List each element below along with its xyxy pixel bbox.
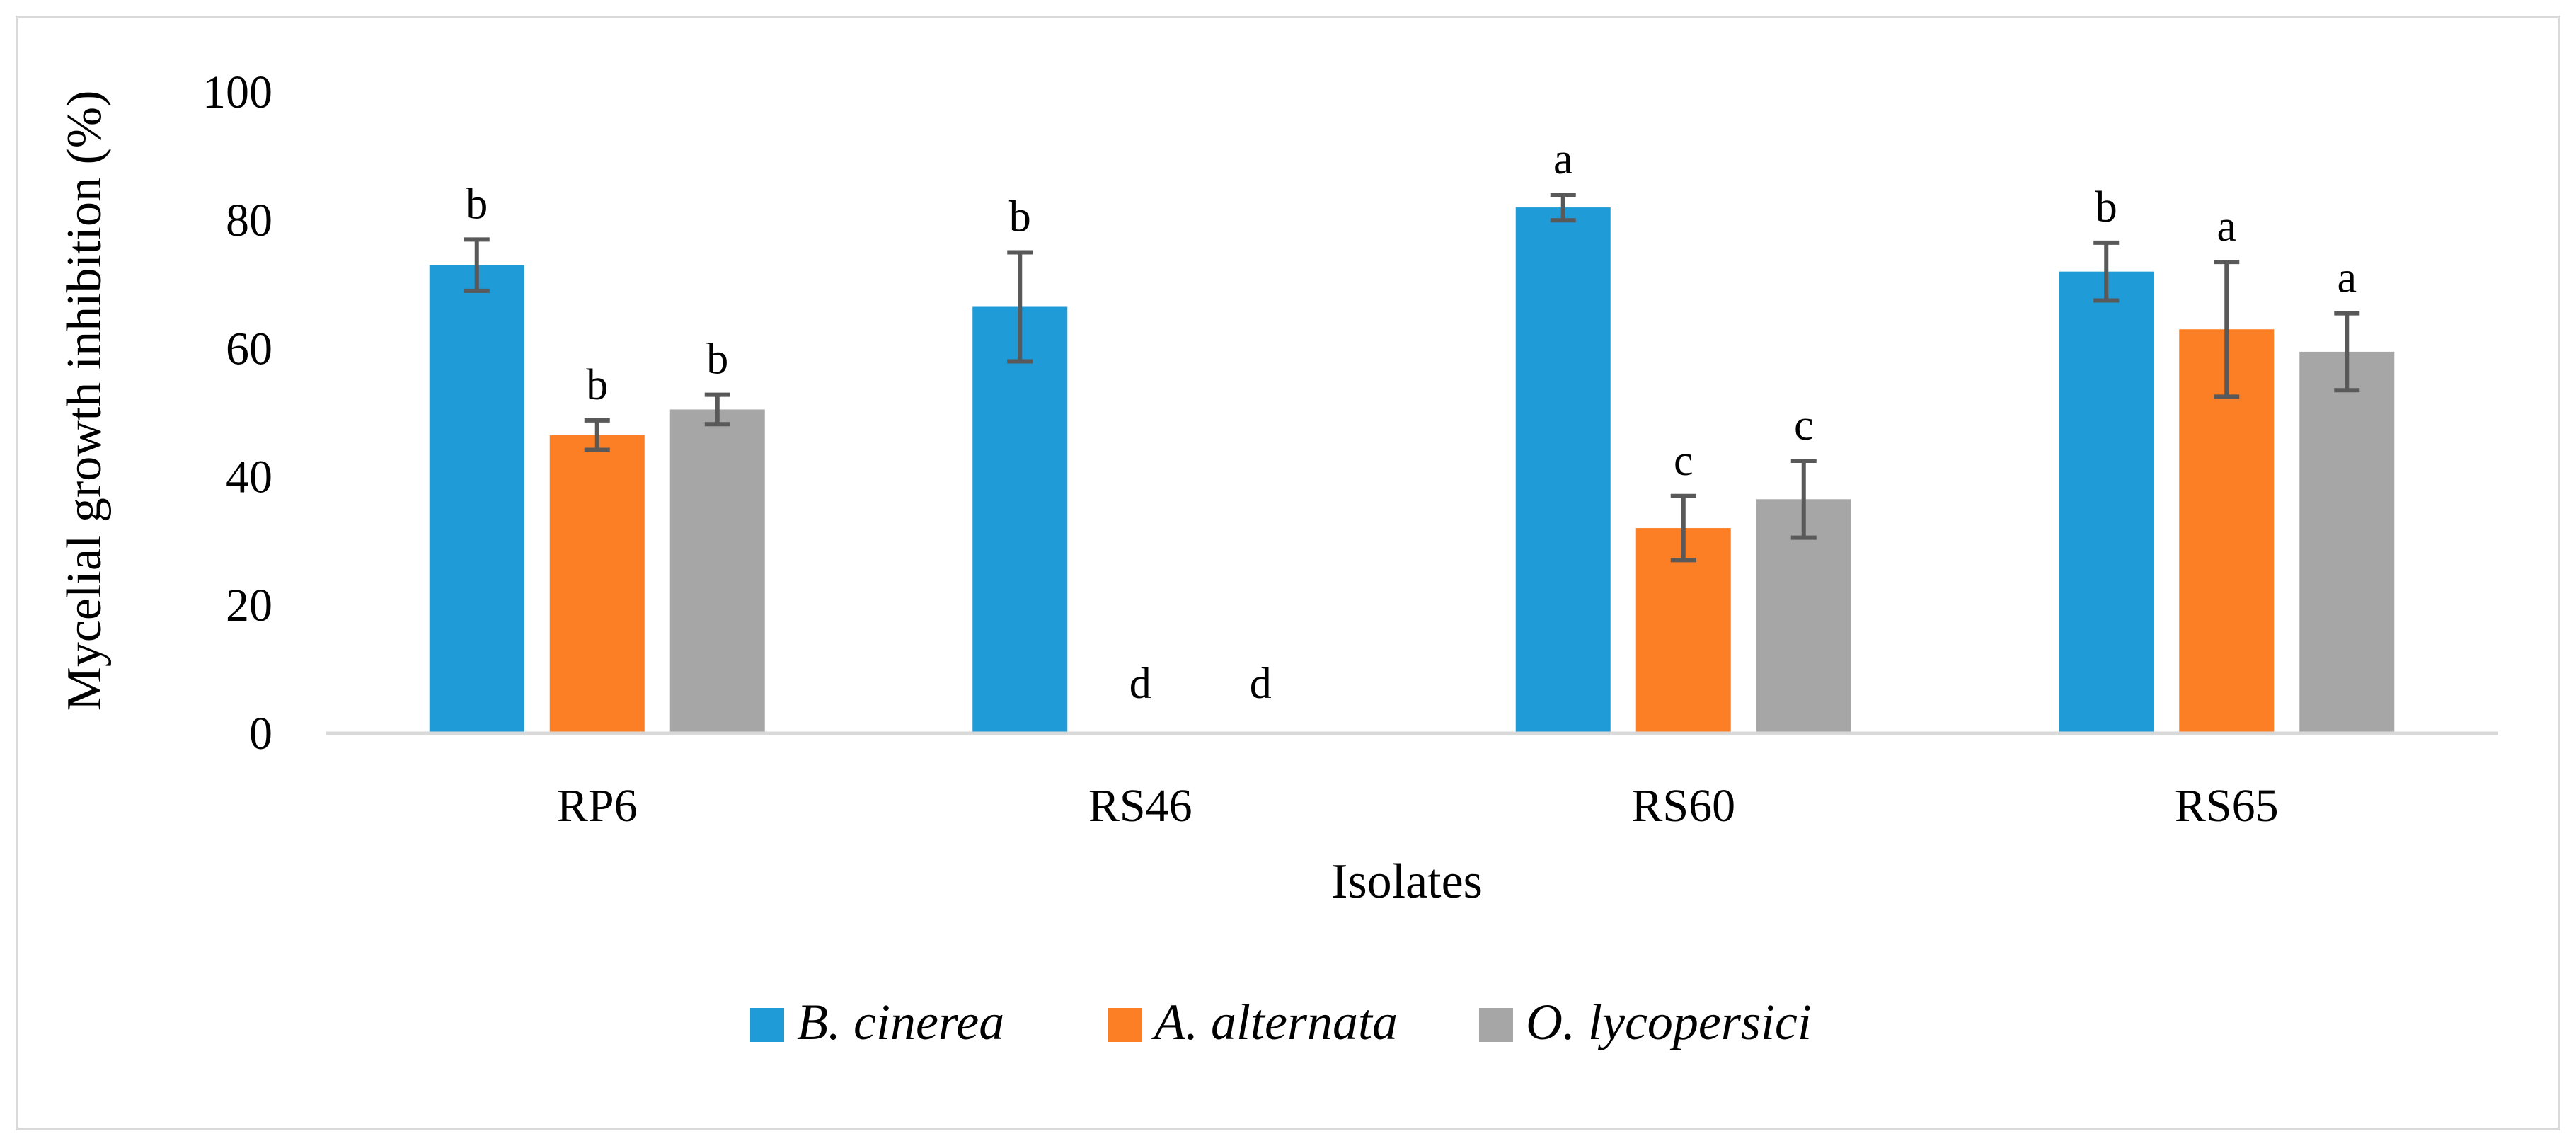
bar-rp6-series-1 (549, 435, 645, 733)
legend-swatch (750, 1008, 784, 1042)
significance-label: a (1553, 135, 1573, 183)
legend-label: B. cinerea (797, 994, 1004, 1050)
error-bars-layer (464, 192, 2360, 563)
significance-label: b (586, 361, 608, 409)
x-tick-label: RS46 (1088, 780, 1192, 832)
significance-label: b (706, 336, 728, 384)
legend-item: O. lycopersici (1479, 994, 1812, 1050)
legend-swatch (1479, 1008, 1513, 1042)
significance-label: b (466, 180, 488, 228)
error-bar (1670, 493, 1696, 563)
x-tick-label: RP6 (557, 780, 638, 832)
significance-label: a (2216, 202, 2236, 251)
significance-label: b (1009, 193, 1031, 241)
chart-frame (16, 16, 2560, 1130)
error-bar (1550, 192, 1576, 223)
bar-rs46-series-0 (972, 306, 1068, 733)
significance-label: c (1674, 437, 1694, 485)
significance-label: a (2337, 254, 2357, 302)
significance-labels-layer: b b b b d d a c c b a a (466, 135, 2357, 708)
bar-rs60-series-1 (1635, 528, 1731, 733)
x-axis-title: Isolates (1331, 854, 1483, 909)
bar-rs65-series-2 (2299, 351, 2395, 733)
y-tick-label: 0 (249, 708, 272, 760)
error-bar (704, 392, 730, 427)
y-tick-label: 80 (226, 195, 272, 246)
y-axis-title: Mycelial growth inhibition (%) (57, 91, 112, 711)
legend-label: A. alternata (1151, 994, 1398, 1050)
significance-label: c (1794, 401, 1814, 449)
error-bar (2093, 240, 2120, 303)
legend: B. cinerea A. alternata O. lycopersici (750, 994, 1812, 1050)
y-tick-label: 20 (226, 580, 272, 631)
significance-label: d (1129, 660, 1151, 708)
x-axis-ticks: RP6 RS46 RS60 RS65 (557, 780, 2279, 832)
bar-rs60-series-0 (1515, 207, 1611, 734)
bar-rs65-series-0 (2059, 271, 2154, 733)
x-tick-label: RS60 (1631, 780, 1735, 832)
bars-layer (429, 207, 2395, 734)
significance-label: d (1250, 660, 1272, 708)
legend-item: A. alternata (1108, 994, 1398, 1050)
bar-rp6-series-0 (429, 265, 524, 733)
legend-label: O. lycopersici (1526, 994, 1812, 1050)
y-tick-label: 40 (226, 452, 272, 503)
bar-rp6-series-2 (669, 409, 765, 733)
error-bar (2334, 311, 2360, 393)
x-tick-label: RS65 (2175, 780, 2279, 832)
y-axis-ticks: 0 20 40 60 80 100 (202, 67, 272, 760)
error-bar (1007, 250, 1033, 364)
y-tick-label: 100 (202, 67, 272, 118)
error-bar (2214, 260, 2240, 399)
error-bar (464, 237, 490, 293)
legend-item: B. cinerea (750, 994, 1004, 1050)
error-bar (584, 418, 610, 452)
significance-label: b (2095, 183, 2117, 231)
legend-swatch (1108, 1008, 1142, 1042)
error-bar (1790, 458, 1817, 540)
y-tick-label: 60 (226, 323, 272, 374)
